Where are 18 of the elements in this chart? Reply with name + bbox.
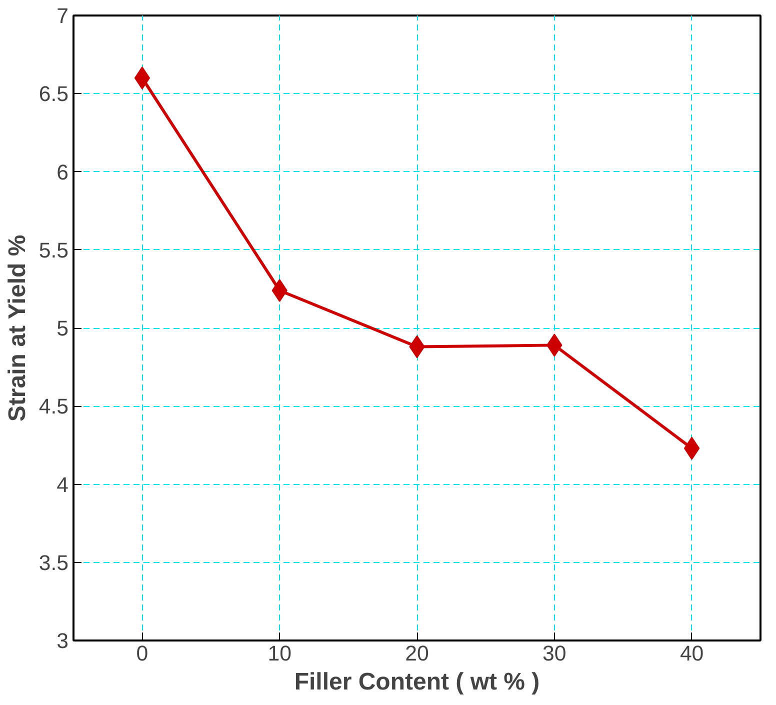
- x-tick-label: 30: [542, 642, 566, 666]
- y-tick-label: 7: [56, 4, 69, 28]
- x-tick-label: 20: [405, 642, 429, 666]
- x-axis-title: Filler Content ( wt % ): [294, 668, 540, 696]
- x-tick-label: 0: [136, 642, 148, 666]
- y-tick-label: 5: [56, 316, 69, 340]
- y-tick-label: 4: [56, 472, 69, 497]
- point: [134, 66, 150, 90]
- y-tick-label: 6: [56, 160, 69, 184]
- y-tick-label: 6.5: [38, 82, 69, 106]
- x-tick-label: 10: [268, 642, 292, 666]
- y-tick-label: 4.5: [38, 394, 69, 419]
- y-tick-label: 3.5: [38, 550, 69, 575]
- y-axis-title: Strain at Yield %: [4, 234, 31, 422]
- point: [684, 436, 700, 460]
- y-tick-label: 5.5: [38, 238, 69, 262]
- x-tick-label: 40: [680, 642, 704, 666]
- y-tick-label: 3: [56, 629, 69, 653]
